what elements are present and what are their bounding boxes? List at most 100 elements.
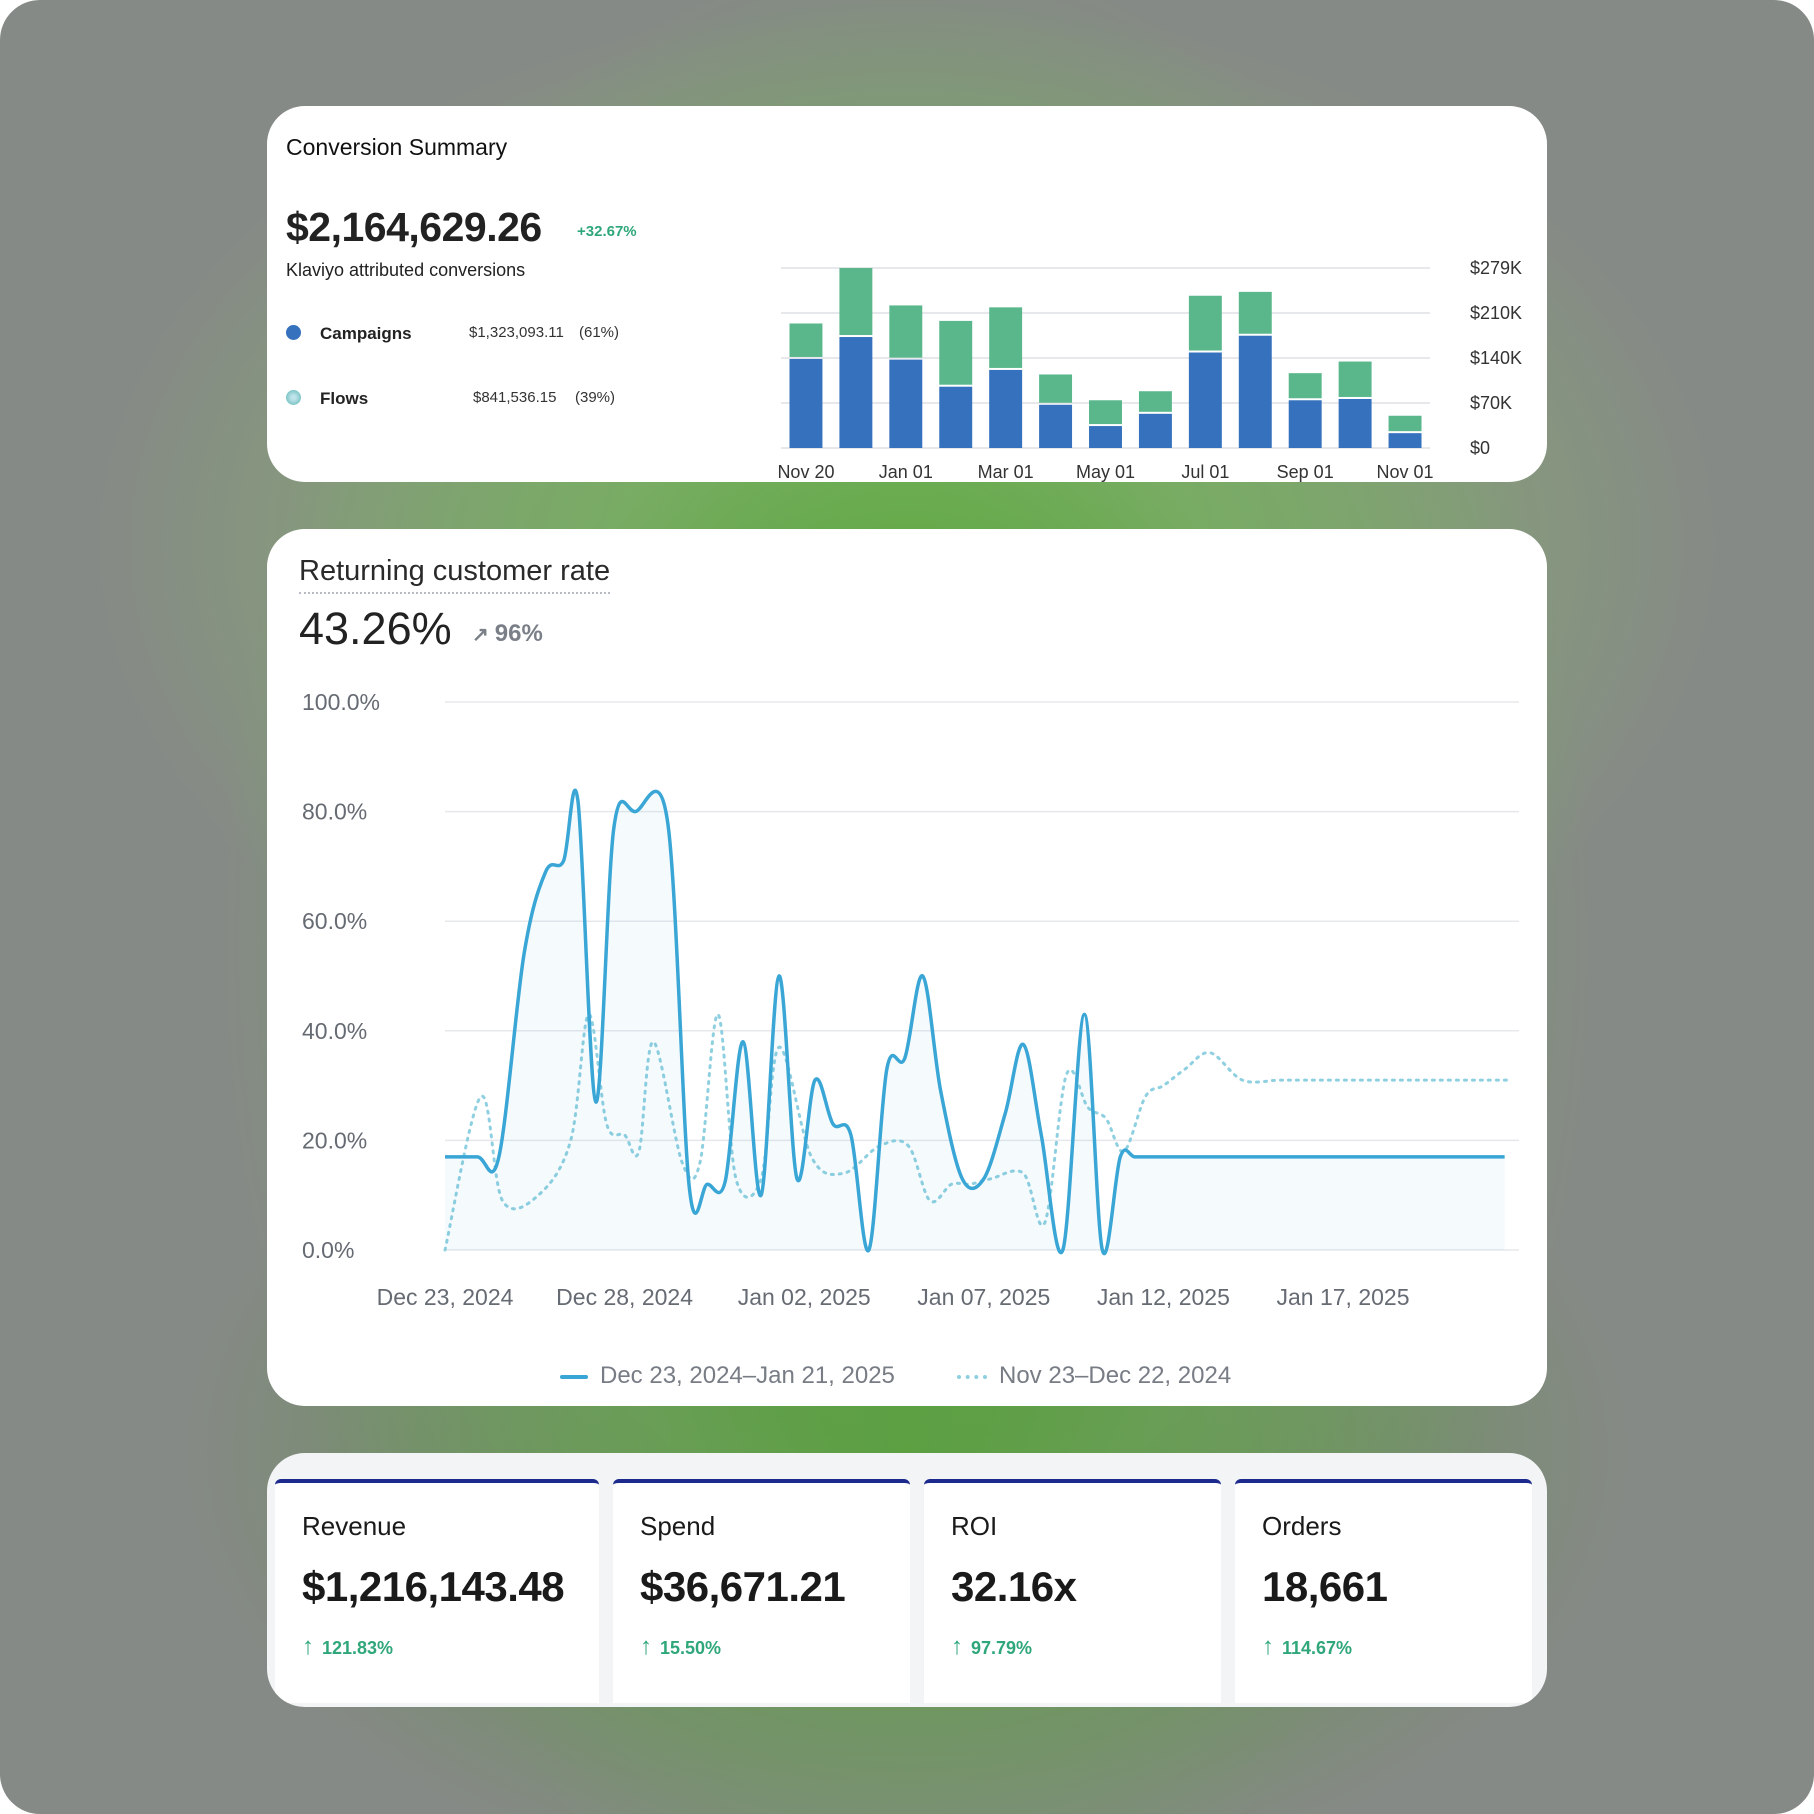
x-tick-label: Dec 23, 2024 <box>377 1284 514 1310</box>
y-tick-label: 0.0% <box>302 1237 354 1263</box>
legend-current-period: Dec 23, 2024–Jan 21, 2025 <box>560 1362 895 1390</box>
bar-campaigns <box>789 358 823 448</box>
bar-campaigns <box>1238 335 1272 448</box>
bar-flows <box>939 320 973 385</box>
bar-campaigns <box>889 359 923 448</box>
legend-flows-value: $841,536.15 <box>473 389 557 406</box>
legend-flows-label: Flows <box>320 389 369 408</box>
y-tick-label: $70K <box>1470 393 1512 413</box>
stat-value: 18,661 <box>1262 1563 1388 1610</box>
stat-delta-value: 97.79% <box>971 1638 1033 1658</box>
bar-campaigns <box>839 337 873 448</box>
y-tick-label: 100.0% <box>302 689 380 715</box>
bar-flows <box>989 307 1023 368</box>
arrow-up-right-icon: ↗ <box>472 624 489 646</box>
x-tick-label: Mar 01 <box>978 462 1034 482</box>
returning-rate-value: 43.26% <box>299 603 452 654</box>
legend-current-label: Dec 23, 2024–Jan 21, 2025 <box>600 1362 895 1389</box>
change-value: 96% <box>494 620 543 647</box>
stat-delta: ↑ 121.83% <box>302 1633 393 1661</box>
stat-delta-value: 114.67% <box>1282 1638 1353 1658</box>
returning-customer-rate-card: Returning customer rate 43.26% ↗ 96% 0.0%… <box>267 529 1547 1406</box>
x-tick-label: Dec 28, 2024 <box>556 1284 693 1310</box>
y-tick-label: $0 <box>1470 438 1490 458</box>
stat-value: $1,216,143.48 <box>302 1563 565 1610</box>
x-tick-label: Jan 01 <box>879 462 933 482</box>
bar-flows <box>1388 415 1422 432</box>
bar-flows <box>1138 391 1172 412</box>
y-tick-label: $140K <box>1470 348 1522 368</box>
stat-revenue[interactable]: Revenue $1,216,143.48 ↑ 121.83% <box>275 1479 599 1703</box>
arrow-up-icon: ↑ <box>640 1633 652 1660</box>
stat-value: 32.16x <box>951 1563 1077 1610</box>
card-title[interactable]: Returning customer rate <box>299 555 611 594</box>
flows-dot-icon <box>286 390 301 405</box>
stat-delta-value: 121.83% <box>322 1638 394 1658</box>
card-subtitle: Klaviyo attributed conversions <box>286 260 526 280</box>
total-conversions-delta: +32.67% <box>577 223 637 240</box>
stat-spend[interactable]: Spend $36,671.21 ↑ 15.50% <box>613 1479 910 1703</box>
legend-campaigns-pct: (61%) <box>579 324 620 341</box>
stat-label: Revenue <box>302 1511 407 1541</box>
bar-flows <box>1039 374 1073 403</box>
stat-delta-value: 15.50% <box>660 1638 722 1658</box>
bar-flows <box>839 268 873 336</box>
solid-line-icon <box>560 1374 588 1379</box>
conversion-bar-chart: $0 $70K $140K $210K $279K Nov 20 Jan 01 Mar 01 M… <box>777 258 1522 482</box>
x-tick-label: Jan 17, 2025 <box>1276 1284 1409 1310</box>
stat-delta: ↑ 114.67% <box>1262 1633 1352 1661</box>
bar-flows <box>1089 400 1122 425</box>
legend-previous-period: Nov 23–Dec 22, 2024 <box>957 1362 1231 1390</box>
y-tick-label: 80.0% <box>302 799 367 825</box>
x-tick-label: Jan 12, 2025 <box>1097 1284 1230 1310</box>
card-title: Conversion Summary <box>286 134 508 160</box>
bar-campaigns <box>1288 400 1322 448</box>
arrow-up-icon: ↑ <box>302 1633 314 1660</box>
y-tick-label: $279K <box>1470 258 1522 278</box>
x-tick-label: Nov 01 <box>1377 462 1434 482</box>
bar-campaigns <box>1188 352 1222 448</box>
stat-label: Spend <box>640 1511 716 1541</box>
series-area-current <box>445 790 1505 1254</box>
x-tick-label: Jan 02, 2025 <box>738 1284 871 1310</box>
series-line-current <box>445 788 1505 1256</box>
stat-label: ROI <box>951 1511 998 1541</box>
stats-card: Revenue $1,216,143.48 ↑ 121.83% Spend $36… <box>267 1453 1547 1707</box>
bar-flows <box>789 323 823 357</box>
returning-rate-line-chart: 0.0% 20.0% 40.0% 60.0% 80.0% 100.0% Dec 23, 20… <box>302 689 1519 1310</box>
total-conversions-value: $2,164,629.26 <box>286 204 542 250</box>
legend-flows-pct: (39%) <box>575 389 616 406</box>
bar-flows <box>1238 291 1272 334</box>
bar-campaigns <box>939 386 973 448</box>
bar-campaigns <box>1388 433 1422 448</box>
bar-campaigns <box>1039 404 1073 448</box>
y-tick-label: 40.0% <box>302 1018 367 1044</box>
x-tick-label: Sep 01 <box>1277 462 1334 482</box>
bar-flows <box>1338 361 1372 397</box>
x-tick-label: Nov 20 <box>777 462 834 482</box>
bar-campaigns <box>1338 398 1372 448</box>
dotted-line-icon <box>957 1374 987 1379</box>
y-tick-label: 60.0% <box>302 908 367 934</box>
arrow-up-icon: ↑ <box>1262 1633 1274 1660</box>
campaigns-dot-icon <box>286 325 301 340</box>
stat-delta: ↑ 15.50% <box>640 1633 721 1661</box>
stat-roi[interactable]: ROI 32.16x ↑ 97.79% <box>924 1479 1221 1703</box>
bar-flows <box>889 305 923 358</box>
bar-campaigns <box>1138 413 1172 448</box>
y-tick-label: 20.0% <box>302 1127 367 1153</box>
x-tick-label: Jul 01 <box>1181 462 1229 482</box>
stat-orders[interactable]: Orders 18,661 ↑ 114.67% <box>1235 1479 1532 1703</box>
bar-flows <box>1188 295 1222 351</box>
stat-label: Orders <box>1262 1511 1342 1541</box>
returning-rate-change: ↗ 96% <box>472 620 543 648</box>
stat-value: $36,671.21 <box>640 1563 846 1610</box>
bar-campaigns <box>1089 426 1122 448</box>
stat-delta: ↑ 97.79% <box>951 1633 1032 1661</box>
legend-previous-label: Nov 23–Dec 22, 2024 <box>999 1362 1232 1389</box>
legend-campaigns-value: $1,323,093.11 <box>469 324 564 341</box>
x-tick-label: May 01 <box>1076 462 1135 482</box>
conversion-summary-card: Conversion Summary $2,164,629.26 +32.67%… <box>267 106 1547 482</box>
bar-flows <box>1288 373 1322 399</box>
